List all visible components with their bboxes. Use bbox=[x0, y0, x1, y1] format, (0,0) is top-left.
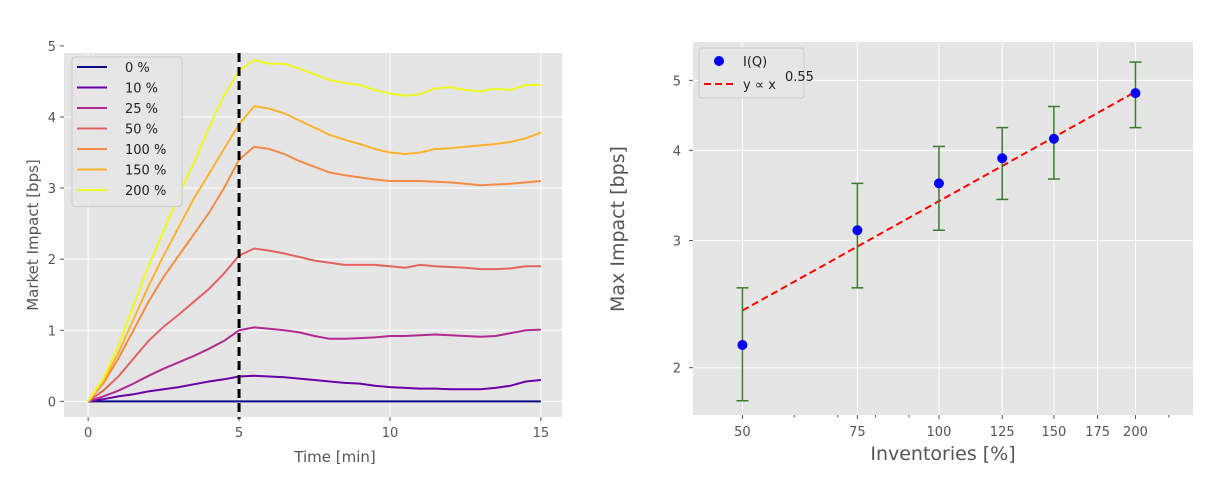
left-x-tick-label: 15 bbox=[533, 426, 550, 441]
left-series-line bbox=[87, 59, 541, 402]
right-legend-fit-label: y ∝ x bbox=[743, 78, 776, 93]
right-x-tick-label: 200 bbox=[1123, 425, 1148, 440]
right-y-tick-label: 5 bbox=[673, 74, 681, 89]
right-data-point bbox=[1130, 88, 1141, 99]
left-series-line bbox=[87, 374, 541, 403]
right-legend-label: I(Q) bbox=[743, 55, 767, 70]
left-legend-label: 10 % bbox=[125, 82, 158, 97]
right-data-point bbox=[737, 340, 748, 351]
left-y-tick-label: 3 bbox=[48, 182, 56, 197]
right-x-tick-label: 150 bbox=[1041, 425, 1066, 440]
right-legend-fit-exponent: 0.55 bbox=[785, 70, 814, 85]
left-legend-label: 50 % bbox=[125, 123, 158, 138]
left-series-line bbox=[87, 247, 541, 403]
right-data-point bbox=[852, 225, 863, 236]
right-y-tick-label: 3 bbox=[673, 235, 681, 250]
right-scatter-points bbox=[736, 61, 1142, 402]
right-x-tick-label: 125 bbox=[990, 425, 1015, 440]
left-legend: 0 % 10 % 25 % 50 % 100 % 150 % 200 % bbox=[71, 56, 183, 207]
left-x-tick-label: 5 bbox=[235, 426, 243, 441]
left-series-line bbox=[87, 105, 542, 403]
right-x-tick-label: 75 bbox=[849, 425, 866, 440]
left-x-axis-label: Time [min] bbox=[293, 448, 375, 466]
left-y-tick-label: 0 bbox=[48, 395, 56, 410]
left-y-tick-label: 4 bbox=[48, 111, 56, 126]
right-x-tick-label: 100 bbox=[927, 425, 952, 440]
right-data-point bbox=[997, 153, 1008, 164]
left-legend-label: 100 % bbox=[125, 143, 166, 158]
right-data-point bbox=[933, 178, 944, 189]
left-x-tick-label: 0 bbox=[84, 426, 92, 441]
left-series-line bbox=[87, 145, 541, 403]
left-series-line bbox=[87, 326, 541, 403]
left-tick-labels: 0 5 10 15 0 1 2 3 4 5 bbox=[48, 40, 549, 441]
right-y-tick-label: 4 bbox=[673, 144, 681, 159]
left-legend-label: 200 % bbox=[125, 184, 166, 199]
right-data-point bbox=[1048, 133, 1059, 144]
right-x-tick-label: 50 bbox=[734, 425, 751, 440]
left-legend-label: 150 % bbox=[125, 164, 166, 179]
right-legend-marker bbox=[714, 56, 724, 66]
left-chart: 0 5 10 15 0 1 2 3 4 5 Time [min] Market Impact [b… bbox=[24, 40, 562, 466]
right-y-tick-label: 2 bbox=[673, 362, 681, 377]
right-x-axis-label: Inventories [%] bbox=[870, 443, 1015, 465]
right-x-tick-label: 175 bbox=[1085, 425, 1110, 440]
left-y-axis-label: Market Impact [bps] bbox=[24, 159, 42, 311]
left-y-tick-label: 2 bbox=[48, 253, 56, 268]
left-series-lines bbox=[87, 59, 542, 403]
left-legend-label: 25 % bbox=[125, 102, 158, 117]
right-plot-background bbox=[693, 42, 1193, 415]
left-legend-label: 0 % bbox=[125, 61, 150, 76]
left-y-tick-label: 1 bbox=[48, 324, 56, 339]
right-legend: I(Q) y ∝ x 0.55 bbox=[698, 47, 814, 99]
left-y-tick-label: 5 bbox=[48, 40, 56, 55]
right-tick-labels: 50 75 100 125 150 175 200 2 3 4 5 bbox=[673, 74, 1170, 440]
right-legend-box bbox=[698, 47, 805, 99]
left-x-tick-label: 10 bbox=[382, 426, 399, 441]
right-y-axis-label: Max Impact [bps] bbox=[607, 146, 629, 312]
